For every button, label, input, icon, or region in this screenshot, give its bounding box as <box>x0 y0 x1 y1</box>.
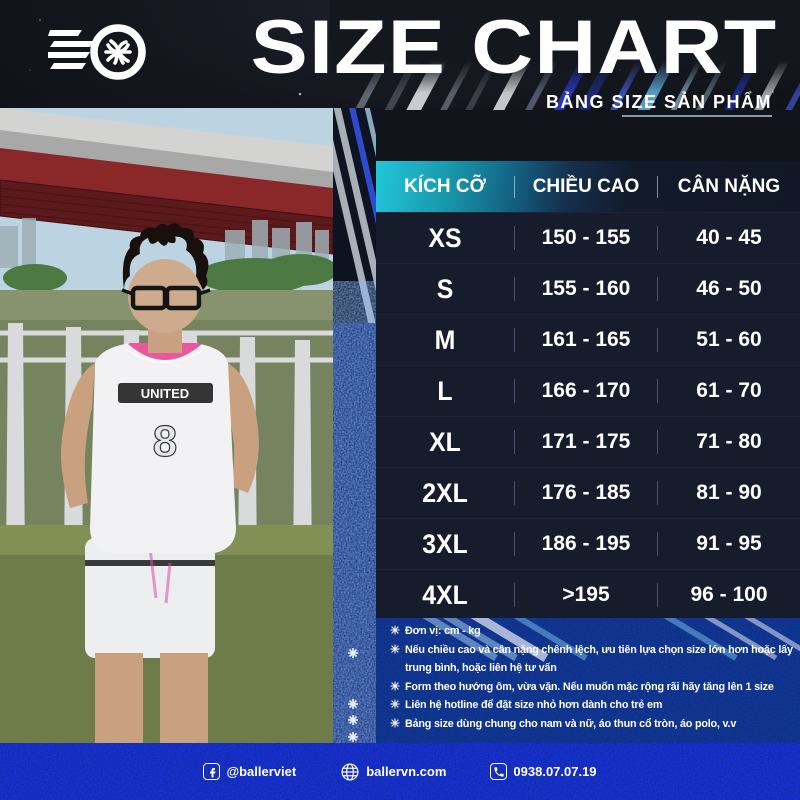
svg-text:UNITED: UNITED <box>141 386 189 401</box>
svg-text:8: 8 <box>153 417 177 466</box>
